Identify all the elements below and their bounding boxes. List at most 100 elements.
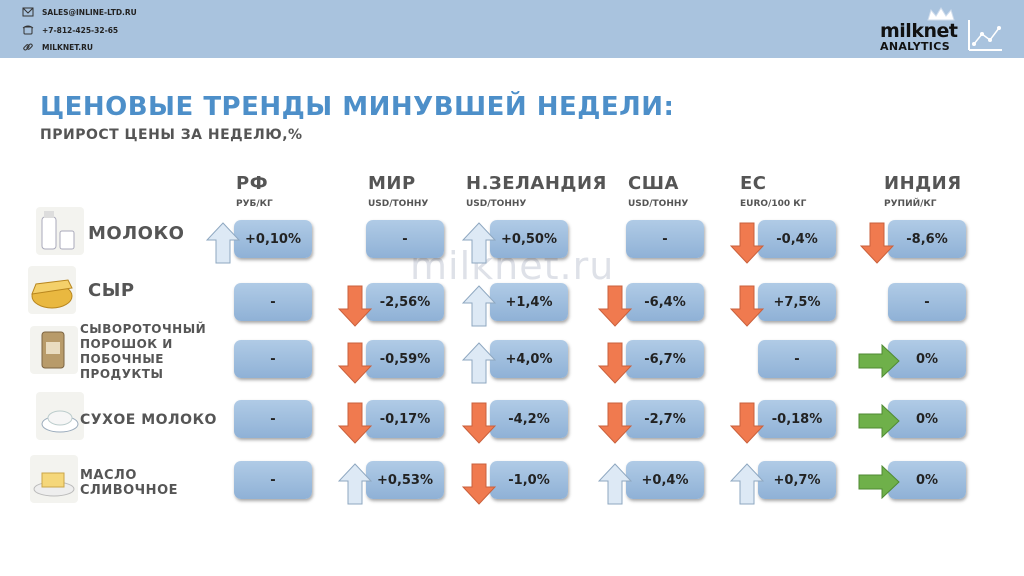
value-cell: +0,4%	[626, 461, 704, 499]
arrow-down-icon	[337, 402, 373, 444]
product-image-butter-icon	[30, 455, 78, 503]
trend-down-arrow-icon	[597, 342, 633, 384]
column-header-1: МИР	[368, 173, 416, 194]
arrow-up-icon	[729, 463, 765, 505]
trend-up-arrow-icon	[205, 222, 241, 264]
value-cell: -8,6%	[888, 220, 966, 258]
trend-flat-arrow-icon	[858, 464, 900, 500]
trend-up-arrow-icon	[461, 285, 497, 327]
arrow-up-icon	[461, 285, 497, 327]
row-label-line: МАСЛО	[80, 468, 137, 483]
cheese-icon	[31, 279, 73, 309]
trend-up-arrow-icon	[461, 222, 497, 264]
milk-icon	[41, 211, 75, 250]
row-label-4: МАСЛО СЛИВОЧНОЕ	[80, 468, 178, 498]
row-label-0: МОЛОКО	[88, 223, 185, 244]
trend-down-arrow-icon	[337, 285, 373, 327]
column-unit-5: РУПИЙ/КГ	[884, 199, 937, 209]
arrow-flat-icon	[858, 343, 900, 379]
value-cell: -4,2%	[490, 400, 568, 438]
value-cell: -0,59%	[366, 340, 444, 378]
value-cell: +0,7%	[758, 461, 836, 499]
value-cell: -	[626, 220, 704, 258]
link-icon	[23, 43, 33, 51]
email-text: SALES@INLINE-LTD.RU	[42, 7, 137, 17]
phone-contact[interactable]: +7-812-425-32-65	[22, 24, 118, 36]
trend-up-arrow-icon	[729, 463, 765, 505]
column-header-5: ИНДИЯ	[884, 173, 962, 194]
column-unit-4: EURO/100 КГ	[740, 199, 807, 209]
value-cell: -	[888, 283, 966, 321]
value-cell: +4,0%	[490, 340, 568, 378]
page-subtitle: ПРИРОСТ ЦЕНЫ ЗА НЕДЕЛЮ,%	[40, 127, 303, 143]
trend-up-arrow-icon	[461, 342, 497, 384]
website-text: MILKNET.RU	[42, 42, 93, 52]
value-cell: -	[234, 400, 312, 438]
value-cell: -0,17%	[366, 400, 444, 438]
arrow-down-icon	[461, 402, 497, 444]
value-cell: -6,4%	[626, 283, 704, 321]
column-unit-1: USD/ТОННУ	[368, 199, 429, 209]
logo-subtext: ANALYTICS	[880, 40, 950, 53]
page-title: ЦЕНОВЫЕ ТРЕНДЫ МИНУВШЕЙ НЕДЕЛИ:	[40, 92, 675, 122]
value-cell: -2,56%	[366, 283, 444, 321]
value-cell: 0%	[888, 461, 966, 499]
trend-down-arrow-icon	[859, 222, 895, 264]
column-header-4: ЕС	[740, 173, 767, 194]
trend-down-arrow-icon	[597, 402, 633, 444]
trend-down-arrow-icon	[461, 463, 497, 505]
value-cell: +0,53%	[366, 461, 444, 499]
trend-down-arrow-icon	[729, 222, 765, 264]
arrow-down-icon	[729, 222, 765, 264]
logo-text: milknet	[880, 20, 958, 42]
arrow-down-icon	[337, 285, 373, 327]
value-cell: +7,5%	[758, 283, 836, 321]
value-cell: -	[366, 220, 444, 258]
value-cell: -	[234, 340, 312, 378]
arrow-up-icon	[461, 222, 497, 264]
phone-text: +7-812-425-32-65	[42, 25, 119, 35]
milknet-logo[interactable]: milknet ANALYTICS	[880, 6, 958, 54]
value-cell: -6,7%	[626, 340, 704, 378]
arrow-up-icon	[337, 463, 373, 505]
row-label-3: СУХОЕ МОЛОКО	[80, 412, 217, 428]
website-contact[interactable]: MILKNET.RU	[22, 41, 93, 53]
trend-up-arrow-icon	[597, 463, 633, 505]
trend-down-arrow-icon	[729, 285, 765, 327]
milk-powder-icon	[41, 410, 79, 433]
trend-down-arrow-icon	[337, 402, 373, 444]
value-cell: -1,0%	[490, 461, 568, 499]
arrow-up-icon	[461, 342, 497, 384]
whey-powder-icon	[41, 331, 65, 369]
arrow-down-icon	[859, 222, 895, 264]
arrow-up-icon	[597, 463, 633, 505]
trend-flat-arrow-icon	[858, 403, 900, 439]
arrow-down-icon	[597, 285, 633, 327]
product-image-milk-powder-icon	[36, 392, 84, 440]
arrow-flat-icon	[858, 464, 900, 500]
arrow-down-icon	[461, 463, 497, 505]
mail-icon	[22, 7, 34, 17]
row-label-line: ПОРОШОК И	[80, 337, 173, 351]
column-header-2: Н.ЗЕЛАНДИЯ	[466, 173, 607, 194]
value-cell: -0,18%	[758, 400, 836, 438]
row-label-line: ПРОДУКТЫ	[80, 367, 164, 381]
email-contact[interactable]: SALES@INLINE-LTD.RU	[22, 6, 137, 18]
value-cell: +1,4%	[490, 283, 568, 321]
value-cell: -	[234, 461, 312, 499]
row-label-1: СЫР	[88, 280, 135, 301]
column-header-3: США	[628, 173, 679, 194]
value-cell: 0%	[888, 400, 966, 438]
trend-down-arrow-icon	[729, 402, 765, 444]
value-cell: -	[758, 340, 836, 378]
value-cell: +0,10%	[234, 220, 312, 258]
column-unit-2: USD/ТОННУ	[466, 199, 527, 209]
arrow-down-icon	[597, 342, 633, 384]
value-cell: -2,7%	[626, 400, 704, 438]
product-image-whey-powder-icon	[30, 326, 78, 374]
row-label-line: ПОБОЧНЫЕ	[80, 352, 164, 366]
trend-down-arrow-icon	[597, 285, 633, 327]
arrow-up-icon	[205, 222, 241, 264]
arrow-down-icon	[597, 402, 633, 444]
trend-down-arrow-icon	[337, 342, 373, 384]
